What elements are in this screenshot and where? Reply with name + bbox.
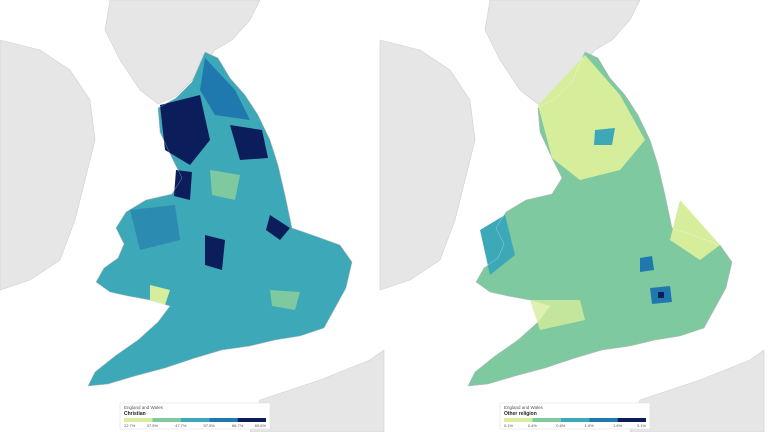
legend-swatch (209, 418, 238, 422)
legend-label: 47.7% (175, 423, 187, 428)
ireland (0, 39, 96, 291)
legend-swatch (560, 418, 590, 422)
region (658, 292, 664, 298)
legend-swatch (504, 418, 533, 422)
region (670, 200, 720, 260)
legend-label: 80.6% (255, 423, 267, 428)
legend-label: 66.7% (232, 423, 244, 428)
legend-label: 37.5% (147, 423, 159, 428)
region (205, 235, 225, 270)
region (150, 285, 170, 305)
legend-context: England and Wales (124, 405, 164, 410)
region (210, 170, 240, 200)
legend-swatch (180, 418, 210, 422)
legend-swatch (589, 418, 618, 422)
left-map (0, 0, 385, 432)
region (200, 58, 250, 120)
legend-label: 3.1% (637, 423, 647, 428)
legend-swatch (124, 418, 153, 422)
region (640, 256, 654, 272)
legend-background (499, 402, 651, 430)
legend-label: 57.5% (204, 423, 216, 428)
legend-label: 0.4% (528, 423, 538, 428)
region (266, 215, 290, 240)
legend-swatch (237, 418, 266, 422)
legend-title: Christian (124, 411, 146, 417)
legend-title: Other religion (504, 411, 537, 417)
legend-label: 0.1% (504, 423, 514, 428)
region (130, 205, 180, 250)
region (270, 290, 300, 310)
legend-swatch (152, 418, 181, 422)
region (530, 300, 585, 330)
legend-label: 1.0% (585, 423, 595, 428)
region (594, 128, 615, 145)
region (230, 125, 268, 160)
legend-context: England and Wales (504, 405, 544, 410)
ireland (379, 39, 476, 291)
region (538, 55, 645, 180)
region (480, 215, 515, 275)
region (174, 170, 192, 200)
legend-label: 22.7% (124, 423, 136, 428)
region (160, 95, 210, 165)
legend-label: 1.6% (613, 423, 623, 428)
legend-background (119, 402, 271, 430)
right-map (379, 0, 765, 432)
legend-swatch (617, 418, 646, 422)
legend-swatch (532, 418, 561, 422)
legend-label: 0.6% (556, 423, 566, 428)
